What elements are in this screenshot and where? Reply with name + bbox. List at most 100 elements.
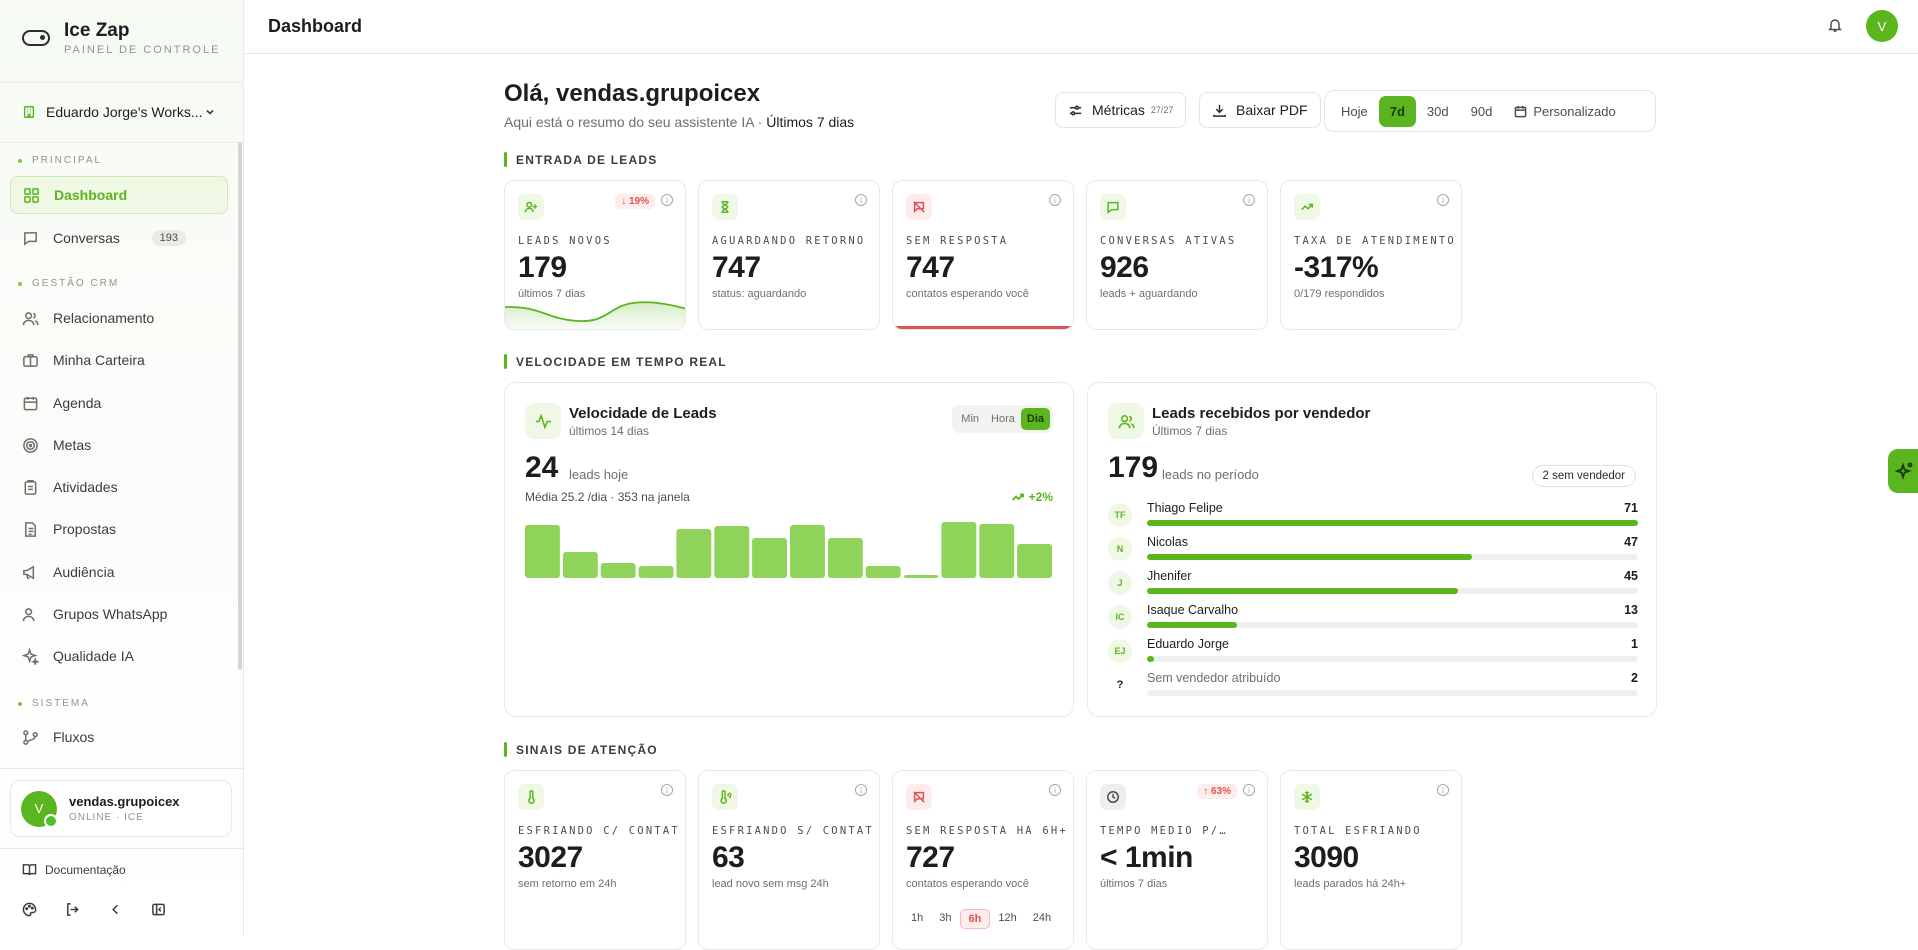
trend-up-icon <box>1011 493 1024 501</box>
card-subtitle: 0/179 respondidos <box>1294 288 1385 300</box>
info-icon[interactable]: i <box>1243 784 1255 796</box>
card-aguardando-retorno[interactable]: i AGUARDANDO RETORNO 747 status: aguarda… <box>698 180 880 330</box>
trend-up-icon <box>1294 194 1320 220</box>
sidebar-item-relacionamento[interactable]: Relacionamento <box>10 299 228 337</box>
message-icon <box>1100 194 1126 220</box>
bar-day-3[interactable] <box>600 563 636 578</box>
sidebar-item-fluxos[interactable]: Fluxos <box>10 718 228 756</box>
bar-day-10[interactable] <box>865 566 901 578</box>
user-card[interactable]: V vendas.grupoicex ONLINE · ICE <box>10 780 232 837</box>
card-sem-resposta[interactable]: i SEM RESPOSTA 747 contatos esperando vo… <box>892 180 1074 330</box>
workspace-selector[interactable]: Eduardo Jorge's Works... <box>10 96 232 128</box>
logout-icon[interactable] <box>65 902 80 917</box>
bar-day-14[interactable] <box>1017 544 1052 578</box>
metrics-button[interactable]: Métricas 27/27 <box>1055 92 1187 128</box>
panel-title: Velocidade de Leads <box>569 405 717 422</box>
bar-day-9[interactable] <box>827 538 863 578</box>
collapse-sidebar-icon[interactable] <box>151 902 166 917</box>
bar-day-6[interactable] <box>714 526 750 578</box>
sidebar-item-agenda[interactable]: Agenda <box>10 384 228 422</box>
bar-day-13[interactable] <box>979 524 1015 578</box>
section-principal: PRINCIPAL <box>18 155 102 166</box>
card-taxa-atendimento[interactable]: i TAXA DE ATENDIMENTO -317% 0/179 respon… <box>1280 180 1462 330</box>
seller-progress-track <box>1147 520 1638 526</box>
seller-name: Thiago Felipe <box>1147 501 1223 515</box>
section-entrada-title: ENTRADA DE LEADS <box>504 152 657 167</box>
threshold-24h[interactable]: 24h <box>1032 912 1052 924</box>
card-sem-resposta-6h[interactable]: i SEM RESPOSTA HÁ 6H+ 727 contatos esper… <box>892 770 1074 950</box>
card-conversas-ativas[interactable]: i CONVERSAS ATIVAS 926 leads + aguardand… <box>1086 180 1268 330</box>
panel-leads-vendedor: Leads recebidos por vendedor Últimos 7 d… <box>1087 382 1657 717</box>
range-custom[interactable]: Personalizado <box>1503 96 1626 127</box>
sidebar-item-propostas[interactable]: Propostas <box>10 510 228 548</box>
range-30d[interactable]: 30d <box>1426 103 1449 119</box>
docs-link[interactable]: Documentação <box>22 862 126 877</box>
threshold-3h[interactable]: 3h <box>939 912 952 924</box>
palette-icon[interactable] <box>22 902 37 917</box>
mode-min[interactable]: Min <box>961 413 980 425</box>
info-icon[interactable]: i <box>855 194 867 206</box>
sidebar-item-audiencia[interactable]: Audiência <box>10 553 228 591</box>
info-icon[interactable]: i <box>1437 194 1449 206</box>
sidebar-item-carteira[interactable]: Minha Carteira <box>10 341 228 379</box>
divider <box>0 848 244 849</box>
seller-row[interactable]: ? Sem vendedor atribuído 2 <box>1108 671 1638 699</box>
bell-icon[interactable] <box>1827 17 1843 33</box>
threshold-12h[interactable]: 12h <box>998 912 1017 924</box>
download-pdf-button[interactable]: Baixar PDF <box>1199 92 1321 128</box>
seller-row[interactable]: N Nicolas 47 <box>1108 535 1638 563</box>
threshold-1h[interactable]: 1h <box>911 912 924 924</box>
range-90d[interactable]: 90d <box>1470 103 1493 119</box>
sidebar-item-grupos[interactable]: Grupos WhatsApp <box>10 595 228 633</box>
target-icon <box>23 437 38 453</box>
seller-progress-fill <box>1147 656 1154 662</box>
seller-row[interactable]: EJ Eduardo Jorge 1 <box>1108 637 1638 665</box>
card-leads-novos[interactable]: ↓ 19% i LEADS NOVOS 179 últimos 7 dias <box>504 180 686 330</box>
mode-hora[interactable]: Hora <box>991 413 1015 425</box>
bar-day-12[interactable] <box>941 522 977 578</box>
range-7d[interactable]: 7d <box>1378 95 1416 127</box>
card-esfriando-contato[interactable]: i ESFRIANDO C/ CONTATO 3027 sem retorno … <box>504 770 686 950</box>
avatar[interactable]: V <box>1866 10 1898 42</box>
ai-assistant-button[interactable] <box>1888 449 1918 493</box>
divider <box>0 82 244 83</box>
bar-day-5[interactable] <box>676 529 712 578</box>
card-esfriando-sem-contato[interactable]: i ESFRIANDO S/ CONTATO 63 lead novo sem … <box>698 770 880 950</box>
bar-day-2[interactable] <box>562 552 598 578</box>
sidebar-item-dashboard[interactable]: Dashboard <box>10 176 228 214</box>
leads-today-value: 24 <box>525 451 559 484</box>
bar-day-11[interactable] <box>903 575 939 578</box>
range-hoje[interactable]: Hoje <box>1341 103 1368 119</box>
sidebar-item-atividades[interactable]: Atividades <box>10 468 228 506</box>
card-total-esfriando[interactable]: i TOTAL ESFRIANDO 3090 leads parados há … <box>1280 770 1462 950</box>
bar-day-4[interactable] <box>638 566 674 578</box>
unassigned-pill[interactable]: 2 sem vendedor <box>1531 465 1636 487</box>
info-icon[interactable]: i <box>855 784 867 796</box>
sidebar-item-qualidade[interactable]: Qualidade IA <box>10 637 228 675</box>
info-icon[interactable]: i <box>661 784 673 796</box>
chevron-left-icon[interactable] <box>108 902 123 917</box>
brand[interactable]: Ice Zap PAINEL DE CONTROLE <box>22 20 220 56</box>
bar-day-8[interactable] <box>790 525 825 578</box>
info-icon[interactable]: i <box>1049 784 1061 796</box>
seller-row[interactable]: TF Thiago Felipe 71 <box>1108 501 1638 529</box>
seller-row[interactable]: J Jhenifer 45 <box>1108 569 1638 597</box>
sidebar-item-metas[interactable]: Metas <box>10 426 228 464</box>
info-icon[interactable]: i <box>1049 194 1061 206</box>
card-label: TOTAL ESFRIANDO <box>1294 825 1422 837</box>
bar-day-7[interactable] <box>752 538 787 578</box>
sidebar-item-conversas[interactable]: Conversas 193 <box>10 219 228 257</box>
calendar-icon <box>1514 105 1527 117</box>
info-icon[interactable]: i <box>1437 784 1449 796</box>
mode-dia[interactable]: Dia <box>1020 408 1050 430</box>
brand-subtitle: PAINEL DE CONTROLE <box>64 44 221 56</box>
card-tempo-medio[interactable]: ↑ 63% i TEMPO MÉDIO P/… < 1min últimos 7… <box>1086 770 1268 950</box>
sidebar-scrollbar[interactable] <box>238 142 242 670</box>
threshold-6h[interactable]: 6h <box>959 909 991 929</box>
info-icon[interactable]: i <box>661 194 673 206</box>
info-icon[interactable]: i <box>1243 194 1255 206</box>
seller-row[interactable]: IC Isaque Carvalho 13 <box>1108 603 1638 631</box>
bar-day-1[interactable] <box>525 525 560 578</box>
seller-avatar: N <box>1108 537 1132 561</box>
seller-avatar: J <box>1108 571 1132 595</box>
